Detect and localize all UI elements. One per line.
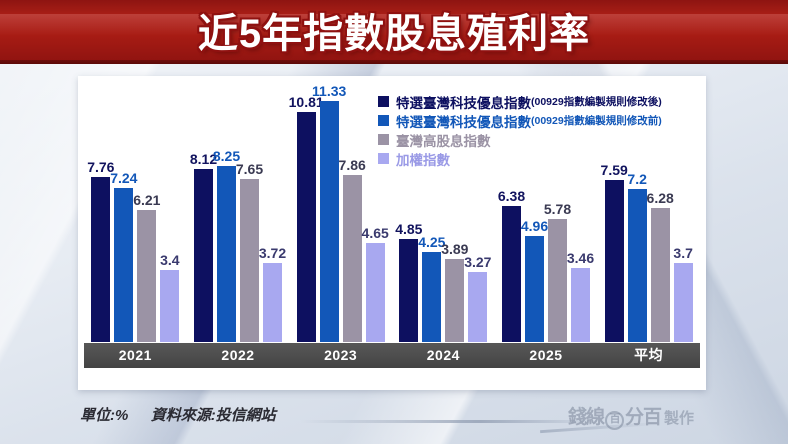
bar-value-label: 3.46 [566,250,595,266]
banner-shine [0,14,788,36]
bar-value-label: 3.7 [673,245,693,261]
bar[interactable] [319,101,339,342]
bar-value-label: 6.21 [133,192,161,208]
bar-value-label: 7.59 [600,162,628,178]
legend-swatch-icon [378,134,389,145]
axis-tick-label: 2021 [118,347,152,363]
axis-tick-label: 2024 [426,347,460,363]
bar-value-label: 8.12 [189,151,218,167]
axis-tick-label: 2022 [221,347,255,363]
unit-label: 單位:% [80,407,129,424]
bar[interactable] [262,263,282,342]
source-label: 資料來源:投信網站 [150,407,276,424]
bar[interactable] [570,268,590,342]
bar[interactable] [445,259,465,342]
bar-value-label: 11.33 [312,83,347,99]
legend-label: 加權指數 [396,152,450,168]
bar-group: 8.12 8.25 7.65 3.72 [187,76,290,342]
bar-value-label: 4.25 [418,234,446,250]
bar[interactable] [342,175,362,342]
bar-group: 4.85 4.25 3.89 3.27 [392,76,495,342]
banner-main-strip [0,14,788,64]
bar[interactable] [399,239,419,342]
bar-group: 7.76 7.24 6.21 3.4 [84,76,187,342]
bar-value-label: 3.27 [464,254,492,270]
legend-label: 臺灣高股息指數 [396,133,491,149]
bar[interactable] [547,219,567,342]
bar[interactable] [673,263,693,342]
footer-rule [300,420,600,423]
bar[interactable] [296,112,316,342]
page-title: 近5年指數股息殖利率 [197,12,591,56]
title-banner: 近5年指數股息殖利率 [0,0,788,64]
bar-value-label: 6.38 [497,188,526,204]
bar[interactable] [524,236,544,342]
bar-value-label: 7.2 [627,171,647,187]
bar[interactable] [501,206,521,342]
axis-tick-label: 2023 [324,347,358,363]
bar[interactable] [627,189,647,342]
watermark-made: 製作 [664,410,695,427]
bar-value-label: 3.89 [441,241,469,257]
chart-x-axis: 2021 2022 2023 2024 2025 平均 [84,343,700,368]
bar[interactable] [239,179,259,342]
legend-label: 特選臺灣科技優息指數 [396,114,531,130]
axis-tick-label: 平均 [634,347,664,363]
bar[interactable] [365,243,385,342]
bar-value-label: 7.76 [87,159,115,175]
bar[interactable] [216,166,236,342]
bar-value-label: 4.85 [395,221,423,237]
bar[interactable] [422,252,442,342]
bar-value-label: 5.78 [543,201,572,217]
bar-value-label: 7.86 [338,157,366,173]
bar-group: 7.59 7.2 6.28 3.7 [597,76,700,342]
bar[interactable] [114,188,134,342]
bar[interactable] [193,169,213,342]
legend-sublabel: (00929指數編製規則修改後) [531,96,662,108]
legend-label: 特選臺灣科技優息指數 [396,95,531,111]
legend-item-4[interactable]: 加權指數 [378,149,698,168]
legend-item-3[interactable]: 臺灣高股息指數 [378,130,698,149]
legend-swatch-icon [378,115,389,126]
bar-value-label: 6.28 [646,190,674,206]
bar[interactable] [650,208,670,342]
legend-item-1[interactable]: 特選臺灣科技優息指數 (00929指數編製規則修改後) [378,92,698,111]
chart-legend: 特選臺灣科技優息指數 (00929指數編製規則修改後) 特選臺灣科技優息指數 (009… [378,92,698,168]
watermark-circle-glyph: 百 [605,411,625,430]
bar-value-label: 7.65 [235,161,264,177]
bar-value-label: 8.25 [212,148,241,164]
footer-note: 單位:% 資料來源:投信網站 [80,404,276,425]
bar-value-label: 4.65 [361,225,389,241]
chart-plot-area: 7.76 7.24 6.21 3.4 8.12 8.25 7.65 3.72 10.81 11.3… [84,76,700,342]
bar[interactable] [137,210,157,342]
watermark-tail: 分百 [625,407,662,428]
chart-panel: 特選臺灣科技優息指數 (00929指數編製規則修改後) 特選臺灣科技優息指數 (009… [78,76,706,390]
bar-group: 6.38 4.96 5.78 3.46 [495,76,598,342]
legend-swatch-icon [378,96,389,107]
bar[interactable] [160,270,180,342]
watermark-main: 錢線 [568,407,605,428]
bar[interactable] [468,272,488,342]
bar-value-label: 4.96 [520,218,549,234]
bar-value-label: 7.24 [110,170,138,186]
bar-value-label: 3.4 [160,252,180,268]
legend-swatch-icon [378,153,389,164]
channel-watermark: 錢線百分百 製作 [568,402,694,430]
bar[interactable] [91,177,111,342]
legend-item-2[interactable]: 特選臺灣科技優息指數 (00929指數編製規則修改前) [378,111,698,130]
axis-tick-label: 2025 [529,347,563,363]
bar[interactable] [604,180,624,342]
legend-sublabel: (00929指數編製規則修改前) [531,115,662,127]
banner-top-strip [0,0,788,14]
bar-group: 10.81 11.33 7.86 4.65 [289,76,392,342]
bar-value-label: 3.72 [258,245,287,261]
bar-value-label: 10.81 [288,94,324,110]
banner-bottom-strip [0,60,788,64]
